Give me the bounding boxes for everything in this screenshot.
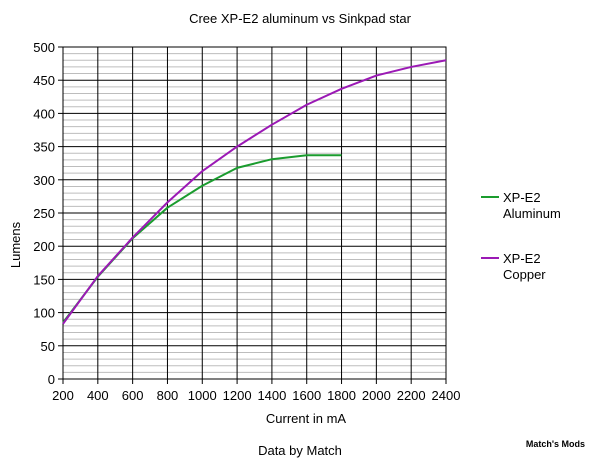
y-tick-label: 200 <box>33 239 55 254</box>
x-tick-label: 200 <box>52 388 74 403</box>
y-tick-label: 0 <box>48 372 55 387</box>
legend-label: XP-E2 <box>503 251 541 266</box>
minor-grid <box>63 53 446 373</box>
legend-label-line2: Copper <box>503 267 546 282</box>
x-tick-label: 600 <box>122 388 144 403</box>
y-tick-label: 500 <box>33 40 55 55</box>
series-line-copper <box>62 59 447 325</box>
x-tick-label: 800 <box>157 388 179 403</box>
y-tick-labels: 0 50 100 150 200 250 300 350 400 450 500 <box>33 40 63 387</box>
x-tick-label: 1400 <box>257 388 286 403</box>
y-tick-label: 100 <box>33 306 55 321</box>
x-tick-label: 2200 <box>397 388 426 403</box>
y-tick-label: 300 <box>33 173 55 188</box>
x-axis-label: Current in mA <box>266 411 347 426</box>
y-tick-label: 50 <box>41 339 55 354</box>
y-tick-label: 250 <box>33 206 55 221</box>
x-tick-label: 2400 <box>432 388 461 403</box>
y-tick-label: 400 <box>33 106 55 121</box>
legend-label-line2: Aluminum <box>503 206 561 221</box>
y-tick-label: 450 <box>33 73 55 88</box>
x-tick-label: 1600 <box>292 388 321 403</box>
legend-label: XP-E2 <box>503 190 541 205</box>
chart-title: Cree XP-E2 aluminum vs Sinkpad star <box>189 11 411 26</box>
major-grid <box>62 46 447 380</box>
x-tick-label: 1200 <box>223 388 252 403</box>
x-tick-label: 1800 <box>327 388 356 403</box>
y-axis-label: Lumens <box>8 221 23 268</box>
chart-subtitle: Data by Match <box>258 443 342 458</box>
y-tick-label: 350 <box>33 140 55 155</box>
x-tick-label: 400 <box>87 388 109 403</box>
series-lines <box>62 59 447 325</box>
y-tick-label: 150 <box>33 272 55 287</box>
x-tick-label: 1000 <box>188 388 217 403</box>
x-tick-label: 2000 <box>362 388 391 403</box>
watermark: Match's Mods <box>525 439 585 449</box>
x-tick-labels: 200 400 600 800 1000 1200 1400 1600 1800 2000 2200… <box>52 379 460 403</box>
